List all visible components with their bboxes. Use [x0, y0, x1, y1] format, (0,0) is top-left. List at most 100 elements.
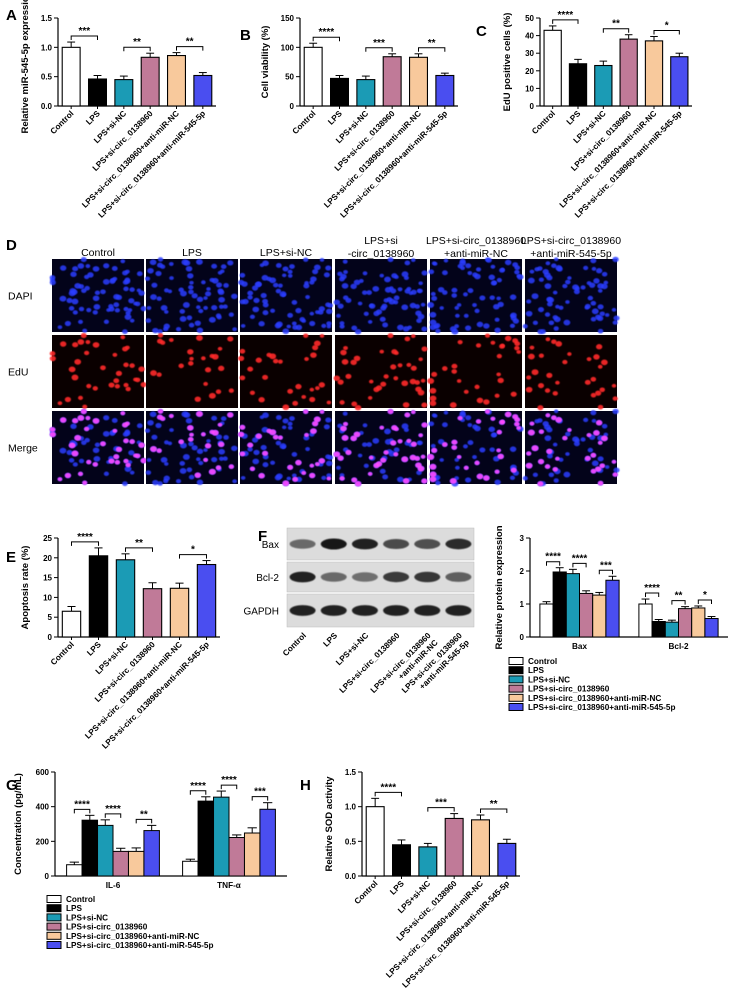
- row-label-1: EdU: [8, 367, 28, 379]
- nucleus-blue: [59, 265, 67, 271]
- nucleus-blue: [155, 422, 162, 429]
- nucleus-magenta: [168, 413, 174, 418]
- micrograph-dapi-0: [49, 257, 147, 335]
- nucleus-blue: [81, 288, 87, 294]
- nucleus-red: [552, 391, 558, 396]
- nucleus-blue: [372, 437, 380, 444]
- nucleus-blue: [188, 285, 194, 290]
- nucleus-blue: [467, 270, 473, 276]
- legend-label-Fq-1: LPS: [528, 666, 544, 675]
- nucleus-blue: [163, 326, 169, 332]
- nucleus-blue: [384, 428, 391, 435]
- bar-B-4: [408, 56, 429, 107]
- nucleus-magenta: [312, 421, 319, 427]
- nucleus-red: [113, 378, 120, 384]
- nucleus-red: [168, 337, 174, 342]
- nucleus-blue: [494, 317, 500, 322]
- nucleus-magenta: [451, 445, 458, 450]
- nucleus-red: [409, 378, 417, 385]
- nucleus-magenta: [123, 458, 129, 464]
- nucleus-red: [380, 381, 387, 387]
- nucleus-magenta: [309, 463, 315, 468]
- nucleus-red: [100, 365, 106, 371]
- nucleus-magenta: [351, 477, 358, 483]
- nucleus-blue: [339, 324, 345, 329]
- nucleus-blue: [275, 415, 282, 420]
- nucleus-blue: [315, 310, 320, 315]
- nucleus-blue: [586, 281, 592, 286]
- nucleus-blue: [163, 478, 169, 484]
- nucleus-blue: [380, 305, 387, 311]
- nucleus-magenta: [350, 435, 357, 442]
- nucleus-magenta: [64, 472, 72, 479]
- nucleus-blue: [325, 460, 333, 467]
- nucleus-blue: [439, 306, 444, 310]
- nucleus-blue: [547, 297, 555, 303]
- nucleus-magenta: [456, 455, 462, 459]
- nucleus-blue: [417, 440, 423, 446]
- nucleus-magenta: [315, 462, 320, 467]
- nucleus-blue: [240, 475, 246, 480]
- nucleus-blue: [175, 326, 182, 332]
- nucleus-blue: [252, 458, 260, 465]
- micrograph-merge-3: [333, 409, 428, 487]
- nucleus-blue: [572, 284, 579, 291]
- lane-label-3: LPS+si-circ_0138960: [338, 631, 402, 695]
- nucleus-blue: [218, 289, 225, 296]
- column-header-line: LPS+si-circ_0138960: [426, 235, 526, 247]
- lane-label-line: LPS: [322, 631, 340, 649]
- nucleus-blue: [145, 470, 152, 475]
- nucleus-blue: [287, 273, 293, 278]
- nucleus-magenta: [383, 450, 389, 455]
- nucleus-red: [92, 342, 100, 348]
- nucleus-blue: [206, 287, 211, 291]
- nucleus-red: [215, 389, 222, 394]
- nucleus-blue: [211, 305, 218, 311]
- nucleus-blue: [403, 275, 409, 281]
- nucleus-magenta: [196, 411, 203, 417]
- nucleus-red: [449, 402, 457, 408]
- nucleus-magenta: [431, 447, 438, 453]
- nucleus-magenta: [354, 480, 362, 487]
- nucleus-red: [112, 352, 118, 357]
- nucleus-magenta: [341, 434, 349, 441]
- nucleus-red: [287, 388, 294, 394]
- nucleus-blue: [111, 266, 118, 272]
- nucleus-blue: [383, 298, 389, 303]
- bar-G-1-5: [259, 808, 276, 877]
- nucleus-blue: [417, 288, 423, 294]
- nucleus-blue: [191, 293, 198, 299]
- bar-G-1-2: [213, 796, 230, 877]
- nucleus-blue: [147, 267, 154, 274]
- nucleus-blue: [553, 409, 559, 414]
- nucleus-blue: [59, 295, 67, 302]
- nucleus-magenta: [238, 431, 245, 438]
- nucleus-blue: [325, 308, 333, 315]
- nucleus-blue: [223, 435, 229, 440]
- legend-label-Fq-3: LPS+si-circ_0138960: [528, 685, 610, 694]
- bar-G-0-4: [127, 850, 145, 877]
- nucleus-blue: [351, 325, 358, 331]
- nucleus-blue: [215, 313, 222, 318]
- column-header-2: LPS+si-NC: [260, 247, 313, 259]
- micrograph-merge-0: [49, 409, 147, 487]
- nucleus-blue: [196, 448, 204, 455]
- nucleus-blue: [72, 266, 79, 272]
- nucleus-blue: [231, 445, 238, 452]
- nucleus-blue: [510, 314, 515, 318]
- nucleus-blue: [115, 294, 123, 301]
- nucleus-red: [531, 369, 539, 376]
- nucleus-red: [189, 356, 194, 361]
- bar-B-1: [329, 77, 350, 107]
- nucleus-blue: [124, 314, 132, 320]
- bar-B-3: [382, 56, 402, 107]
- nucleus-magenta: [239, 451, 246, 457]
- nucleus-blue: [128, 298, 135, 304]
- nucleus-red: [404, 336, 411, 342]
- nucleus-blue: [218, 304, 224, 309]
- nucleus-red: [59, 341, 67, 347]
- nucleus-blue: [379, 316, 386, 322]
- blot-strip-1: [286, 561, 475, 593]
- blot-band-2-2: [351, 605, 378, 616]
- nucleus-red: [394, 351, 399, 356]
